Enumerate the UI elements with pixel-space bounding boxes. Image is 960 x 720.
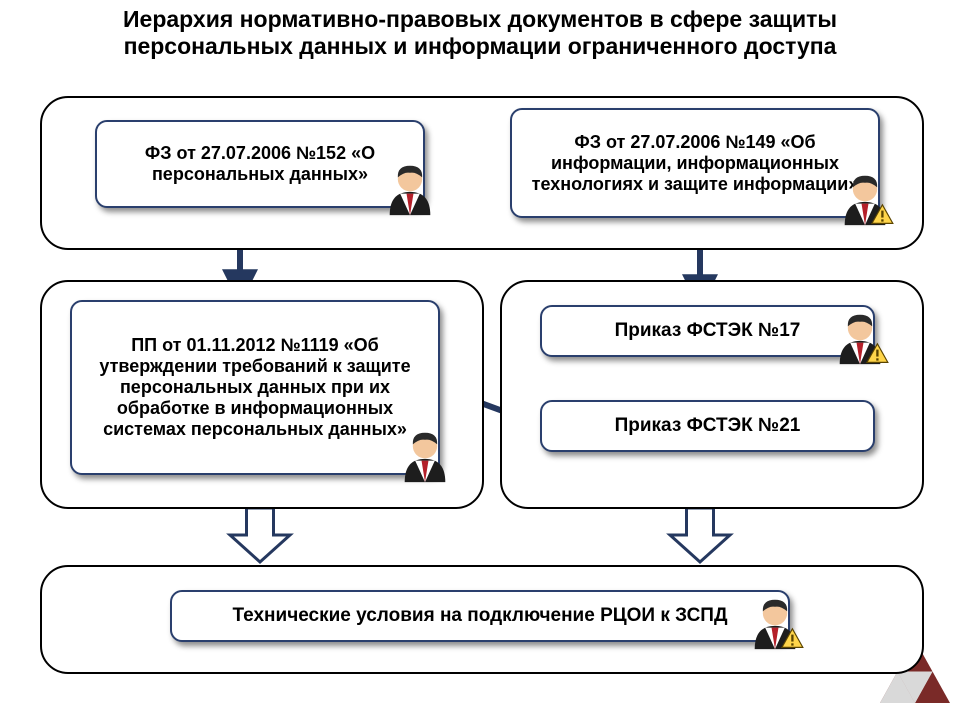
person-icon bbox=[396, 427, 454, 490]
doc-node-label: ПП от 01.11.2012 №1119 «Об утверждении т… bbox=[86, 335, 424, 440]
doc-node-label: Технические условия на подключение РЦОИ … bbox=[233, 605, 728, 627]
doc-node-n5: Приказ ФСТЭК №21 bbox=[540, 400, 875, 452]
doc-node-n6: Технические условия на подключение РЦОИ … bbox=[170, 590, 790, 642]
person-alert-icon bbox=[836, 170, 894, 233]
doc-node-n4: Приказ ФСТЭК №17 bbox=[540, 305, 875, 357]
person-icon bbox=[381, 160, 439, 223]
doc-node-label: Приказ ФСТЭК №21 bbox=[615, 415, 801, 437]
doc-node-label: ФЗ от 27.07.2006 №149 «Об информации, ин… bbox=[526, 132, 864, 195]
person-alert-icon bbox=[746, 594, 804, 657]
doc-node-label: ФЗ от 27.07.2006 №152 «О персональных да… bbox=[111, 143, 409, 185]
doc-node-n2: ФЗ от 27.07.2006 №149 «Об информации, ин… bbox=[510, 108, 880, 218]
person-alert-icon bbox=[831, 309, 889, 372]
doc-node-n1: ФЗ от 27.07.2006 №152 «О персональных да… bbox=[95, 120, 425, 208]
doc-node-n3: ПП от 01.11.2012 №1119 «Об утверждении т… bbox=[70, 300, 440, 475]
doc-node-label: Приказ ФСТЭК №17 bbox=[615, 320, 801, 342]
page-title: Иерархия нормативно-правовых документов … bbox=[80, 6, 880, 60]
